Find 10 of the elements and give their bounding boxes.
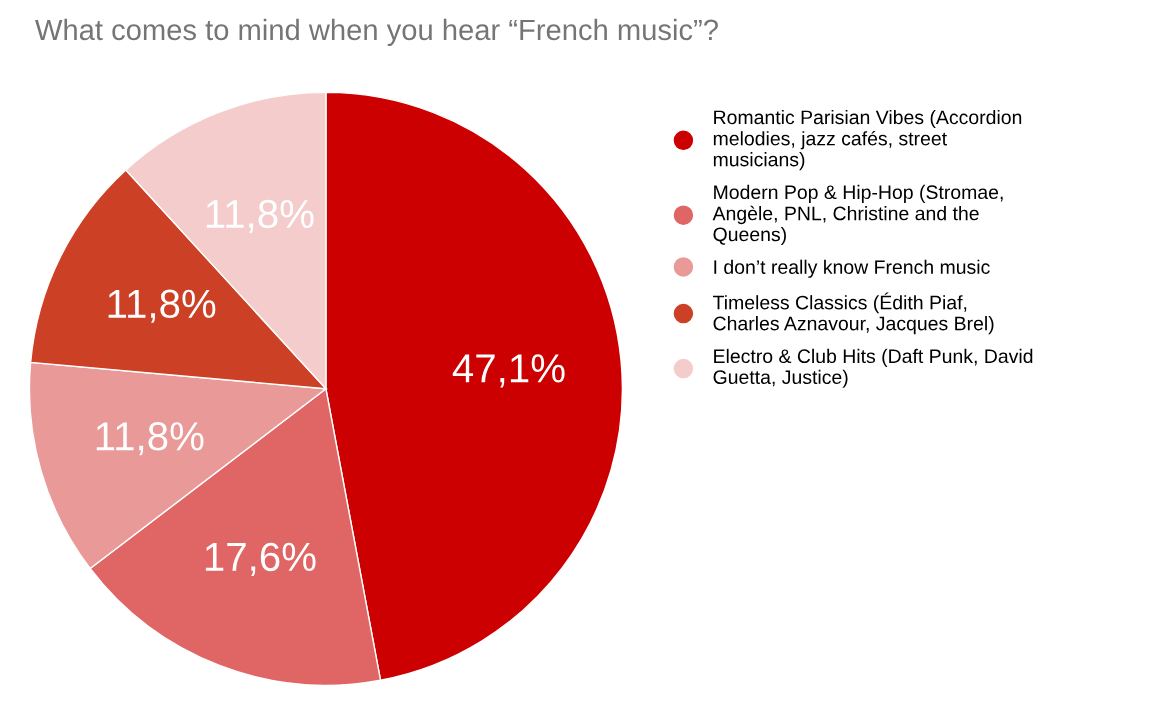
data-label: 47,1% [452, 354, 565, 388]
legend-label: Romantic Parisian Vibes (Accordion melodies, jazz cafés, street musicians) [713, 109, 1022, 171]
legend-label: I don’t really know French music [714, 259, 990, 278]
chart-title: What comes to mind when you hear “French music”? [35, 18, 718, 46]
data-label: 11,8% [96, 422, 204, 456]
data-label: 17,6% [205, 542, 316, 576]
legend-label: Electro & Club Hits (Daft Punk, David Guetta, Justice) [713, 348, 1033, 388]
legend-label: Modern Pop & Hip-Hop (Stromae, Angèle, PNL, Christine and the Queens) [712, 184, 1003, 246]
data-label: 11,8% [108, 289, 216, 323]
legend-label: Timeless Classics (Édith Piaf, Charles Aznavour, Jacques Brel) [713, 292, 994, 335]
